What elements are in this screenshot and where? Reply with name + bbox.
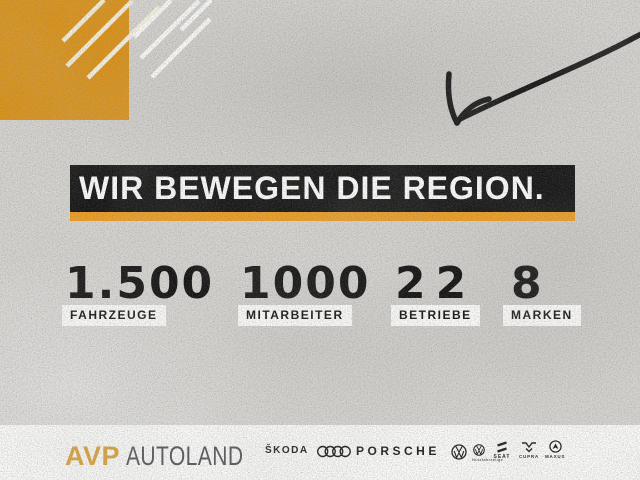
stat-vehicles: 1.500 FAHRZEUGE — [62, 262, 214, 326]
maxus-logo-icon: MAXUS — [545, 440, 565, 459]
porsche-logo: PORSCHE — [356, 444, 440, 458]
curved-arrow-icon — [445, 31, 640, 126]
vw-logo-icon — [451, 444, 467, 460]
stat-label: MITARBEITER — [238, 305, 352, 326]
stat-value: 1.500 — [65, 258, 215, 309]
avp-logo-text: AVP — [65, 441, 121, 471]
stat-label: FAHRZEUGE — [62, 305, 166, 326]
skoda-logo: ŠKODA — [265, 445, 309, 456]
stat-label: MARKEN — [503, 305, 581, 326]
audi-rings-icon — [317, 445, 351, 458]
vw-nutzfahrzeuge-logo-icon: Nutzfahrzeuge — [472, 444, 503, 462]
stat-locations: 22 BETRIEBE — [391, 262, 480, 326]
headline-bar: WIR BEWEGEN DIE REGION. — [70, 165, 575, 212]
maxus-caption: MAXUS — [545, 454, 566, 459]
autoland-logo-text: AUTOLAND — [126, 441, 244, 471]
stat-label: BETRIEBE — [391, 305, 480, 326]
avp-autoland-logo: AVP AUTOLAND — [65, 441, 277, 472]
seat-logo-icon: SEAT — [492, 441, 512, 460]
stat-brands: 8 MARKEN — [503, 262, 581, 326]
diagonal-stripes-decoration — [61, 0, 213, 80]
cupra-caption: CUPRA — [519, 454, 540, 459]
stat-value: 8 — [511, 258, 544, 309]
headline-underline-accent — [70, 212, 575, 221]
seat-caption: SEAT — [493, 454, 511, 460]
headline-text: WIR BEWEGEN DIE REGION. — [79, 170, 545, 206]
vw-nutzfahrzeuge-caption: Nutzfahrzeuge — [472, 457, 503, 462]
stat-value: 22 — [395, 258, 477, 309]
stat-employees: 1000 MITARBEITER — [238, 262, 370, 326]
cupra-logo-icon: CUPRA — [519, 440, 539, 459]
stat-value: 1000 — [240, 258, 371, 309]
